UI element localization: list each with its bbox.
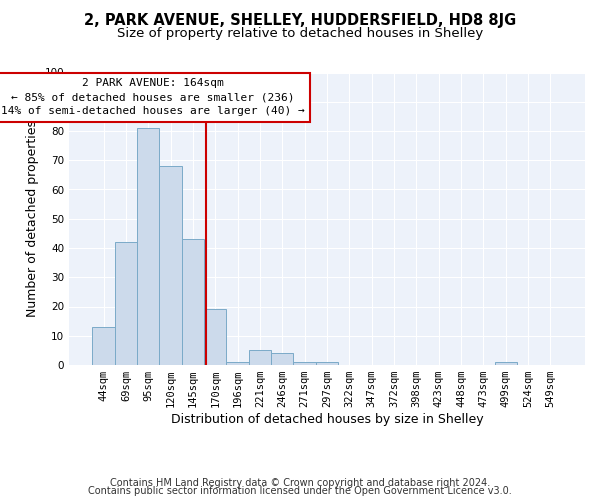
Bar <box>226 362 249 365</box>
Bar <box>160 166 182 365</box>
Text: Size of property relative to detached houses in Shelley: Size of property relative to detached ho… <box>117 28 483 40</box>
Bar <box>92 327 115 365</box>
Text: Contains public sector information licensed under the Open Government Licence v3: Contains public sector information licen… <box>88 486 512 496</box>
Y-axis label: Number of detached properties: Number of detached properties <box>26 120 39 318</box>
Bar <box>182 239 204 365</box>
Text: Contains HM Land Registry data © Crown copyright and database right 2024.: Contains HM Land Registry data © Crown c… <box>110 478 490 488</box>
Bar <box>494 362 517 365</box>
Bar <box>115 242 137 365</box>
Bar <box>204 310 226 365</box>
Bar <box>137 128 160 365</box>
Bar <box>249 350 271 365</box>
Bar <box>316 362 338 365</box>
Bar <box>293 362 316 365</box>
X-axis label: Distribution of detached houses by size in Shelley: Distribution of detached houses by size … <box>170 413 484 426</box>
Text: 2, PARK AVENUE, SHELLEY, HUDDERSFIELD, HD8 8JG: 2, PARK AVENUE, SHELLEY, HUDDERSFIELD, H… <box>84 12 516 28</box>
Bar <box>271 354 293 365</box>
Text: 2 PARK AVENUE: 164sqm
← 85% of detached houses are smaller (236)
14% of semi-det: 2 PARK AVENUE: 164sqm ← 85% of detached … <box>1 78 305 116</box>
